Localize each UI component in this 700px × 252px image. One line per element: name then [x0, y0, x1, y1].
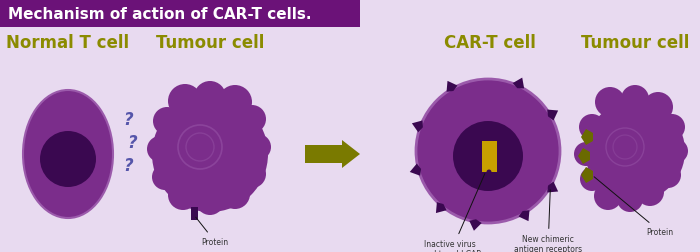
Circle shape	[153, 108, 181, 136]
Text: Inactive virus
used to add CAR
gene to T cell: Inactive virus used to add CAR gene to T…	[418, 174, 485, 252]
Text: ?: ?	[123, 156, 133, 174]
Polygon shape	[578, 148, 590, 164]
Circle shape	[617, 186, 643, 212]
Text: Tumour cell: Tumour cell	[156, 34, 264, 52]
Text: ?: ?	[123, 111, 133, 129]
Text: Mechanism of action of CAR-T cells.: Mechanism of action of CAR-T cells.	[8, 7, 312, 21]
Text: Tumour cell: Tumour cell	[581, 34, 690, 52]
Circle shape	[664, 139, 688, 163]
Polygon shape	[581, 130, 593, 145]
Circle shape	[152, 97, 268, 212]
Polygon shape	[412, 121, 423, 133]
Polygon shape	[547, 182, 558, 193]
Circle shape	[147, 137, 173, 162]
Circle shape	[218, 86, 252, 119]
Polygon shape	[581, 167, 593, 183]
Polygon shape	[447, 82, 458, 92]
Circle shape	[659, 115, 685, 140]
FancyBboxPatch shape	[482, 141, 496, 172]
Circle shape	[636, 178, 664, 206]
Text: Protein: Protein	[594, 177, 673, 236]
Circle shape	[574, 142, 598, 166]
Circle shape	[238, 106, 266, 134]
FancyBboxPatch shape	[0, 0, 360, 28]
Text: Protein: Protein	[196, 217, 229, 246]
Text: ?: ?	[127, 134, 136, 151]
Polygon shape	[469, 219, 482, 231]
Polygon shape	[512, 78, 524, 89]
Text: CAR-T cell: CAR-T cell	[444, 34, 536, 52]
Circle shape	[40, 132, 96, 187]
Circle shape	[643, 93, 673, 122]
Circle shape	[579, 115, 605, 140]
Circle shape	[585, 102, 685, 201]
Circle shape	[655, 162, 681, 188]
Polygon shape	[410, 164, 421, 176]
Circle shape	[595, 88, 625, 117]
Circle shape	[238, 160, 266, 188]
Circle shape	[194, 82, 226, 114]
FancyArrow shape	[305, 140, 360, 168]
Text: Normal T cell: Normal T cell	[6, 34, 130, 52]
Circle shape	[245, 135, 271, 160]
Polygon shape	[519, 210, 529, 221]
Circle shape	[168, 85, 202, 118]
Circle shape	[196, 187, 224, 215]
Circle shape	[594, 182, 622, 210]
Text: New chimeric
antigen receptors
(CARs) on cell surface: New chimeric antigen receptors (CARs) on…	[506, 190, 590, 252]
Circle shape	[580, 167, 604, 191]
Ellipse shape	[23, 91, 113, 218]
Polygon shape	[436, 202, 447, 213]
FancyBboxPatch shape	[190, 207, 197, 220]
Circle shape	[152, 164, 178, 190]
Circle shape	[453, 121, 523, 191]
Circle shape	[220, 179, 250, 209]
Circle shape	[486, 170, 491, 175]
Circle shape	[416, 80, 560, 223]
Polygon shape	[547, 110, 558, 121]
Circle shape	[621, 86, 649, 114]
Circle shape	[168, 180, 198, 210]
